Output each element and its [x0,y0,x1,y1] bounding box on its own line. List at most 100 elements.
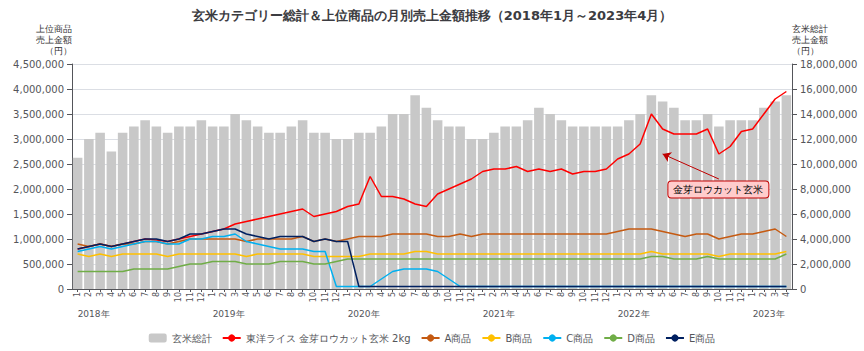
svg-text:9: 9 [703,292,712,297]
svg-text:6: 6 [399,292,408,297]
svg-text:6,000,000: 6,000,000 [800,209,851,220]
svg-text:4: 4 [782,292,791,297]
svg-text:3,000,000: 3,000,000 [13,134,64,145]
svg-text:11: 11 [186,292,195,302]
svg-text:1: 1 [613,292,622,297]
svg-text:5: 5 [253,292,262,297]
svg-text:8: 8 [557,292,566,297]
svg-text:4: 4 [512,292,521,297]
svg-text:2,500,000: 2,500,000 [13,159,64,170]
svg-text:東洋ライス 金芽ロウカット玄米 2kg: 東洋ライス 金芽ロウカット玄米 2kg [246,333,411,344]
svg-text:3: 3 [636,292,645,297]
svg-text:6: 6 [129,292,138,297]
svg-text:16,000,000: 16,000,000 [800,84,857,95]
svg-text:4,000,000: 4,000,000 [13,84,64,95]
svg-text:12: 12 [737,292,746,302]
svg-text:2023年: 2023年 [753,309,785,319]
svg-text:12: 12 [602,292,611,302]
svg-text:売上金額: 売上金額 [36,35,72,45]
svg-text:11: 11 [456,292,465,302]
svg-text:11: 11 [591,292,600,302]
svg-text:5: 5 [388,292,397,297]
svg-text:3,500,000: 3,500,000 [13,109,64,120]
svg-text:2: 2 [354,292,363,297]
svg-text:10: 10 [714,292,723,302]
svg-text:4,000,000: 4,000,000 [800,234,851,245]
svg-text:2,000,000: 2,000,000 [13,184,64,195]
svg-text:1: 1 [73,292,82,297]
svg-text:0: 0 [800,284,806,295]
svg-text:D商品: D商品 [627,333,655,344]
svg-text:3: 3 [366,292,375,297]
svg-text:12: 12 [197,292,206,302]
svg-text:7: 7 [411,292,420,297]
svg-text:8: 8 [152,292,161,297]
svg-text:2020年: 2020年 [348,309,380,319]
svg-text:1: 1 [478,292,487,297]
svg-text:（円）: （円） [792,46,819,56]
svg-text:8: 8 [422,292,431,297]
svg-text:11: 11 [726,292,735,302]
svg-text:2,000,000: 2,000,000 [800,259,851,270]
svg-text:C商品: C商品 [566,333,593,344]
svg-text:10: 10 [579,292,588,302]
svg-text:7: 7 [276,292,285,297]
svg-text:9: 9 [163,292,172,297]
svg-text:12: 12 [332,292,341,302]
svg-text:5: 5 [658,292,667,297]
svg-text:8,000,000: 8,000,000 [800,184,851,195]
svg-text:2019年: 2019年 [213,309,245,319]
svg-text:9: 9 [298,292,307,297]
svg-text:2: 2 [624,292,633,297]
svg-text:2022年: 2022年 [618,309,650,319]
svg-text:売上金額: 売上金額 [792,35,828,45]
svg-text:2021年: 2021年 [483,309,515,319]
svg-text:4: 4 [377,292,386,297]
svg-text:12: 12 [467,292,476,302]
svg-text:18,000,000: 18,000,000 [800,59,857,70]
svg-text:7: 7 [141,292,150,297]
svg-text:9: 9 [568,292,577,297]
svg-text:玄米総計: 玄米総計 [792,24,828,34]
svg-text:10: 10 [444,292,453,302]
svg-text:A商品: A商品 [445,333,472,344]
svg-text:玄米カテゴリー総計＆上位商品の月別売上金額推移（2018年1: 玄米カテゴリー総計＆上位商品の月別売上金額推移（2018年1月～2023年4月） [191,8,672,23]
svg-text:10: 10 [309,292,318,302]
svg-text:3: 3 [771,292,780,297]
svg-text:3: 3 [501,292,510,297]
svg-text:4: 4 [647,292,656,297]
svg-text:B商品: B商品 [505,333,532,344]
svg-text:6: 6 [534,292,543,297]
svg-text:1,000,000: 1,000,000 [13,234,64,245]
svg-text:12,000,000: 12,000,000 [800,134,857,145]
svg-text:2: 2 [759,292,768,297]
svg-text:6: 6 [669,292,678,297]
svg-text:5: 5 [118,292,127,297]
svg-text:1: 1 [208,292,217,297]
svg-text:上位商品: 上位商品 [36,24,72,34]
svg-text:10: 10 [174,292,183,302]
svg-text:2: 2 [489,292,498,297]
svg-text:14,000,000: 14,000,000 [800,109,857,120]
svg-text:9: 9 [433,292,442,297]
svg-text:10,000,000: 10,000,000 [800,159,857,170]
svg-text:5: 5 [523,292,532,297]
svg-text:1,500,000: 1,500,000 [13,209,64,220]
svg-text:11: 11 [321,292,330,302]
svg-text:金芽ロウカット玄米: 金芽ロウカット玄米 [673,184,763,195]
svg-text:4: 4 [107,292,116,297]
svg-text:4: 4 [242,292,251,297]
svg-text:（円）: （円） [45,46,72,56]
svg-text:6: 6 [264,292,273,297]
svg-text:玄米総計: 玄米総計 [172,333,212,344]
svg-text:1: 1 [343,292,352,297]
svg-text:3: 3 [231,292,240,297]
svg-text:500,000: 500,000 [23,259,64,270]
svg-text:8: 8 [287,292,296,297]
svg-text:7: 7 [546,292,555,297]
svg-text:E商品: E商品 [689,333,715,344]
svg-text:0: 0 [58,284,64,295]
svg-text:2: 2 [219,292,228,297]
svg-text:2: 2 [84,292,93,297]
svg-text:8: 8 [692,292,701,297]
